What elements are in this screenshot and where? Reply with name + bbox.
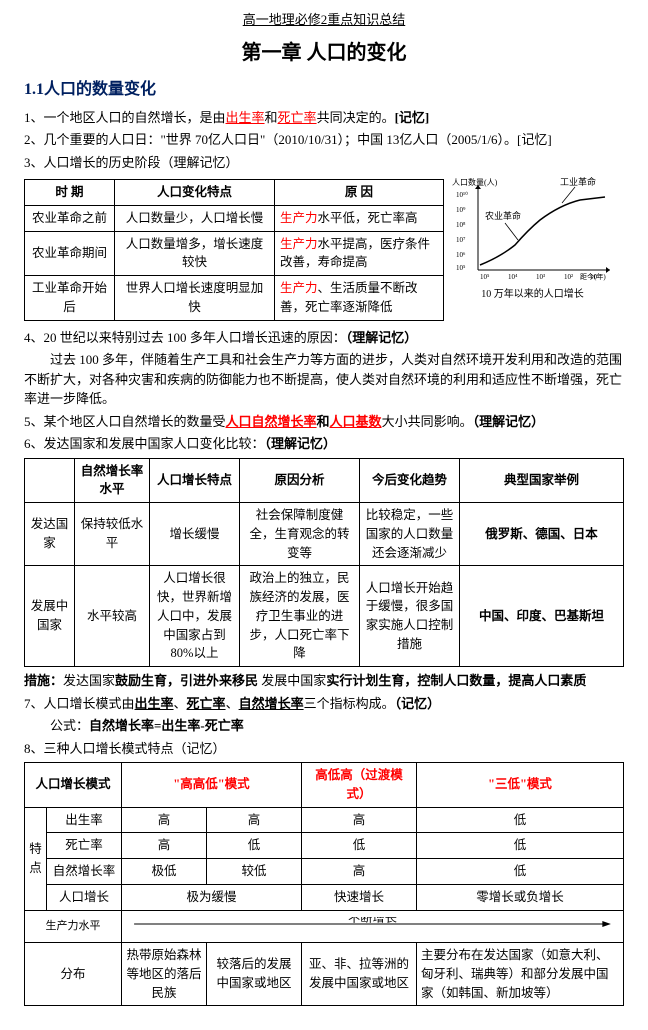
svg-text:工业革命: 工业革命 xyxy=(560,176,596,187)
t3-r4c4: 零增长或负增长 xyxy=(417,884,624,910)
t3-r2c4: 低 xyxy=(302,833,417,859)
t3-r6c1: 分布 xyxy=(25,943,122,1006)
svg-text:10⁸: 10⁸ xyxy=(456,221,466,229)
t2-h5: 今后变化趋势 xyxy=(360,458,460,503)
population-growth-chart: 人口数量(人) 10¹⁰ 10⁹ 10⁸ 10⁷ 10⁶ 10⁵ 10⁵ 10⁴… xyxy=(450,175,615,300)
history-stage-table: 时 期 人口变化特点 原 因 农业革命之前 人口数量少，人口增长慢 生产力水平低… xyxy=(24,179,444,321)
measures: 措施：发达国家鼓励生育，引进外来移民 发展中国家实行计划生育，控制人口数量，提高… xyxy=(24,671,624,691)
t2-h6: 典型国家举例 xyxy=(460,458,624,503)
svg-text:10⁵: 10⁵ xyxy=(480,273,490,281)
t2-h4: 原因分析 xyxy=(240,458,360,503)
t2-r1c5: 比较稳定，一些国家的人口数量还会逐渐减少 xyxy=(360,503,460,566)
t2-r2c5: 人口增长开始趋于缓慢，很多国家实施人口控制措施 xyxy=(360,566,460,667)
t2-r2c2: 水平较高 xyxy=(75,566,150,667)
t3-h1: 人口增长模式 xyxy=(25,763,122,808)
t1-r2c2: 人口数量增多，增长速度较快 xyxy=(115,231,275,276)
t1-r2c1: 农业革命期间 xyxy=(25,231,115,276)
t1-h3: 原 因 xyxy=(275,180,444,206)
t3-r2c2: 高 xyxy=(122,833,207,859)
t1-h1: 时 期 xyxy=(25,180,115,206)
t3-r3c1: 自然增长率 xyxy=(47,859,122,885)
point-5: 5、某个地区人口自然增长的数量受人口自然增长率和人口基数大小共同影响。（理解记忆… xyxy=(24,412,624,432)
t3-r3c5: 低 xyxy=(417,859,624,885)
t3-r3c4: 高 xyxy=(302,859,417,885)
t3-r3c3: 较低 xyxy=(207,859,302,885)
growth-mode-table: 人口增长模式 "高高低"模式 高低高（过渡模式） "三低"模式 特点 出生率 高… xyxy=(24,762,624,1006)
header-title: 高一地理必修2重点知识总结 xyxy=(24,10,624,30)
t3-r5c1: 生产力水平 xyxy=(25,910,122,943)
section-title: 1.1人口的数量变化 xyxy=(24,78,624,102)
svg-text:10³: 10³ xyxy=(536,273,545,281)
t3-r6c5: 主要分布在发达国家（如意大利、匈牙利、瑞典等）和部分发展中国家（如韩国、新加坡等… xyxy=(417,943,624,1006)
t1-r1c2: 人口数量少，人口增长慢 xyxy=(115,205,275,231)
svg-text:人口数量(人): 人口数量(人) xyxy=(452,177,498,187)
t2-r1c6: 俄罗斯、德国、日本 xyxy=(460,503,624,566)
svg-text:10⁵: 10⁵ xyxy=(456,264,466,272)
point-6: 6、发达国家和发展中国家人口变化比较：（理解记忆） xyxy=(24,434,624,454)
chapter-title: 第一章 人口的变化 xyxy=(24,38,624,68)
point-2: 2、几个重要的人口日："世界 70亿人口日"（2010/10/31）；中国 13… xyxy=(24,130,624,150)
country-compare-table: 自然增长率水平 人口增长特点 原因分析 今后变化趋势 典型国家举例 发达国家 保… xyxy=(24,458,624,668)
t1-r1c3: 生产力水平低，死亡率高 xyxy=(275,205,444,231)
t1-r3c2: 世界人口增长速度明显加快 xyxy=(115,276,275,321)
point-4: 4、20 世纪以来特别过去 100 多年人口增长迅速的原因：（理解记忆） xyxy=(24,328,624,348)
t1-h2: 人口变化特点 xyxy=(115,180,275,206)
t2-r1c1: 发达国家 xyxy=(25,503,75,566)
svg-text:距今(年): 距今(年) xyxy=(580,272,606,281)
point-4-body: 过去 100 多年，伴随着生产工具和社会生产力等方面的进步，人类对自然环境开发利… xyxy=(24,350,624,409)
svg-text:10⁶: 10⁶ xyxy=(456,251,466,259)
t1-r1c1: 农业革命之前 xyxy=(25,205,115,231)
t3-r4c1: 人口增长 xyxy=(47,884,122,910)
t2-h1 xyxy=(25,458,75,503)
point-1: 1、一个地区人口的自然增长，是由出生率和死亡率共同决定的。[记忆] xyxy=(24,108,624,128)
t2-h2: 自然增长率水平 xyxy=(75,458,150,503)
point-7: 7、人口增长模式由出生率、死亡率、自然增长率三个指标构成。（记忆） xyxy=(24,694,624,714)
t1-r3c3: 生产力、生活质量不断改善，死亡率逐渐降低 xyxy=(275,276,444,321)
t3-r4c3: 快速增长 xyxy=(302,884,417,910)
t2-r1c2: 保持较低水平 xyxy=(75,503,150,566)
svg-text:10⁴: 10⁴ xyxy=(508,273,518,281)
svg-text:10²: 10² xyxy=(564,273,573,281)
t3-h3: 高低高（过渡模式） xyxy=(302,763,417,808)
point-3: 3、人口增长的历史阶段（理解记忆） xyxy=(24,153,624,173)
t2-r2c4: 政治上的独立，民族经济的发展，医疗卫生事业的进步，人口死亡率下降 xyxy=(240,566,360,667)
t2-r2c3: 人口增长很快，世界新增人口中，发展中国家占到80%以上 xyxy=(150,566,240,667)
t3-r2c1: 死亡率 xyxy=(47,833,122,859)
t3-r6c2: 热带原始森林等地区的落后民族 xyxy=(122,943,207,1006)
t2-r2c1: 发展中国家 xyxy=(25,566,75,667)
svg-text:10¹⁰: 10¹⁰ xyxy=(456,191,468,199)
svg-text:10⁷: 10⁷ xyxy=(456,236,466,244)
t3-r5c2: 不断增长 xyxy=(122,910,624,943)
t2-r1c3: 增长缓慢 xyxy=(150,503,240,566)
point-8: 8、三种人口增长模式特点（记忆） xyxy=(24,739,624,759)
t3-r4c2: 极为缓慢 xyxy=(122,884,302,910)
t3-r6c3: 较落后的发展中国家或地区 xyxy=(207,943,302,1006)
t2-h3: 人口增长特点 xyxy=(150,458,240,503)
t3-r6c4: 亚、非、拉等洲的发展中国家或地区 xyxy=(302,943,417,1006)
t3-r1c2: 高 xyxy=(122,807,207,833)
t3-r2c3: 低 xyxy=(207,833,302,859)
formula: 公式：自然增长率=出生率-死亡率 xyxy=(24,716,624,736)
svg-text:10⁹: 10⁹ xyxy=(456,206,466,214)
t3-h4: "三低"模式 xyxy=(417,763,624,808)
chart-caption: 10 万年以来的人口增长 xyxy=(450,287,615,302)
t1-r3c1: 工业革命开始后 xyxy=(25,276,115,321)
t3-r1c1: 出生率 xyxy=(47,807,122,833)
svg-text:不断增长: 不断增长 xyxy=(348,917,397,925)
t3-r1c4: 高 xyxy=(302,807,417,833)
t3-r2c5: 低 xyxy=(417,833,624,859)
t3-r1c3: 高 xyxy=(207,807,302,833)
t2-r1c4: 社会保障制度健全，生育观念的转变等 xyxy=(240,503,360,566)
t3-h2: "高高低"模式 xyxy=(122,763,302,808)
t2-r2c6: 中国、印度、巴基斯坦 xyxy=(460,566,624,667)
t3-feat-label: 特点 xyxy=(25,807,47,910)
svg-text:农业革命: 农业革命 xyxy=(485,210,521,221)
t3-r3c2: 极低 xyxy=(122,859,207,885)
t1-r2c3: 生产力水平提高，医疗条件改善，寿命提高 xyxy=(275,231,444,276)
t3-r1c5: 低 xyxy=(417,807,624,833)
